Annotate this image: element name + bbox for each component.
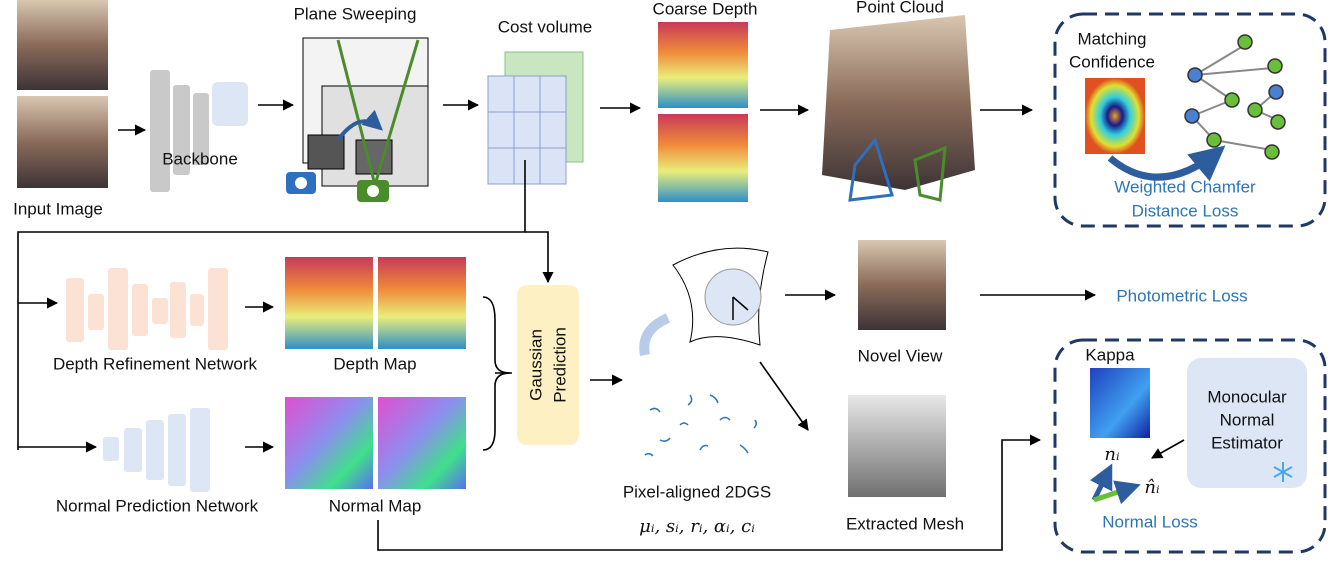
normal-image	[378, 397, 466, 489]
label: Monocular	[1207, 387, 1287, 406]
label: Matching	[1078, 29, 1147, 48]
node	[1248, 103, 1262, 117]
depth-image	[658, 22, 748, 108]
node	[1185, 109, 1199, 123]
input-image	[17, 96, 108, 188]
label: Estimator	[1211, 433, 1283, 452]
label: Normal Map	[329, 496, 422, 515]
cell	[514, 148, 540, 184]
arrow	[525, 232, 548, 282]
node	[1188, 68, 1202, 82]
cell	[514, 76, 540, 112]
camera-lens	[367, 185, 379, 197]
node	[1225, 93, 1239, 107]
diagram: Input Image Backbone Plane Sweeping Cost…	[0, 0, 1340, 561]
depth-image	[378, 257, 466, 349]
cost-volume	[488, 52, 583, 184]
cell	[488, 148, 514, 184]
label: Plane Sweeping	[294, 4, 417, 23]
label: Depth Map	[333, 354, 416, 373]
label: Normal Prediction Network	[56, 496, 259, 515]
input-image	[17, 0, 108, 90]
depth-image	[285, 257, 373, 349]
cell	[540, 148, 566, 184]
camera-lens	[295, 177, 307, 189]
label: Confidence	[1069, 52, 1155, 71]
label: Novel View	[858, 346, 943, 365]
gaussians	[645, 395, 756, 456]
node	[1268, 59, 1282, 73]
kappa-map	[1090, 368, 1150, 438]
point-cloud	[822, 15, 975, 190]
node	[1265, 145, 1279, 159]
novel-view-image	[858, 240, 946, 330]
node	[1207, 133, 1221, 147]
normal-image	[285, 397, 373, 489]
cell	[488, 76, 514, 112]
label: Cost volume	[498, 17, 592, 36]
math: n̂ᵢ	[1144, 477, 1160, 498]
label: Normal Loss	[1102, 512, 1197, 531]
mesh-image	[848, 395, 946, 497]
curve-arrow	[1110, 150, 1220, 177]
network	[103, 408, 210, 492]
label: Depth Refinement Network	[53, 354, 258, 373]
node	[1238, 35, 1252, 49]
label: Normal	[1220, 410, 1275, 429]
node	[1271, 115, 1285, 129]
cell	[488, 112, 514, 148]
layer	[212, 82, 248, 126]
label: Weighted Chamfer	[1114, 177, 1256, 196]
arrow	[760, 362, 808, 430]
layer	[150, 70, 170, 192]
label: Coarse Depth	[653, 0, 758, 18]
cell	[540, 76, 566, 112]
math: nᵢ	[1104, 444, 1120, 465]
label: Extracted Mesh	[846, 514, 964, 533]
arrow	[1152, 440, 1184, 458]
cell	[540, 112, 566, 148]
depth-image	[658, 114, 748, 202]
label: Point Cloud	[856, 0, 944, 16]
network	[66, 268, 228, 350]
math: μᵢ, sᵢ, rᵢ, αᵢ, cᵢ	[639, 516, 755, 537]
label: Distance Loss	[1132, 201, 1239, 220]
label: Pixel-aligned 2DGS	[623, 482, 771, 501]
confidence-map	[1085, 78, 1145, 154]
label: Photometric Loss	[1116, 286, 1247, 305]
label: Prediction	[550, 327, 569, 403]
label: Gaussian	[526, 329, 545, 401]
label: Backbone	[162, 149, 238, 168]
label: Input Image	[13, 199, 103, 218]
label: Kappa	[1085, 345, 1135, 364]
cell	[514, 112, 540, 148]
curve-arrow	[644, 318, 668, 355]
node	[1269, 85, 1283, 99]
